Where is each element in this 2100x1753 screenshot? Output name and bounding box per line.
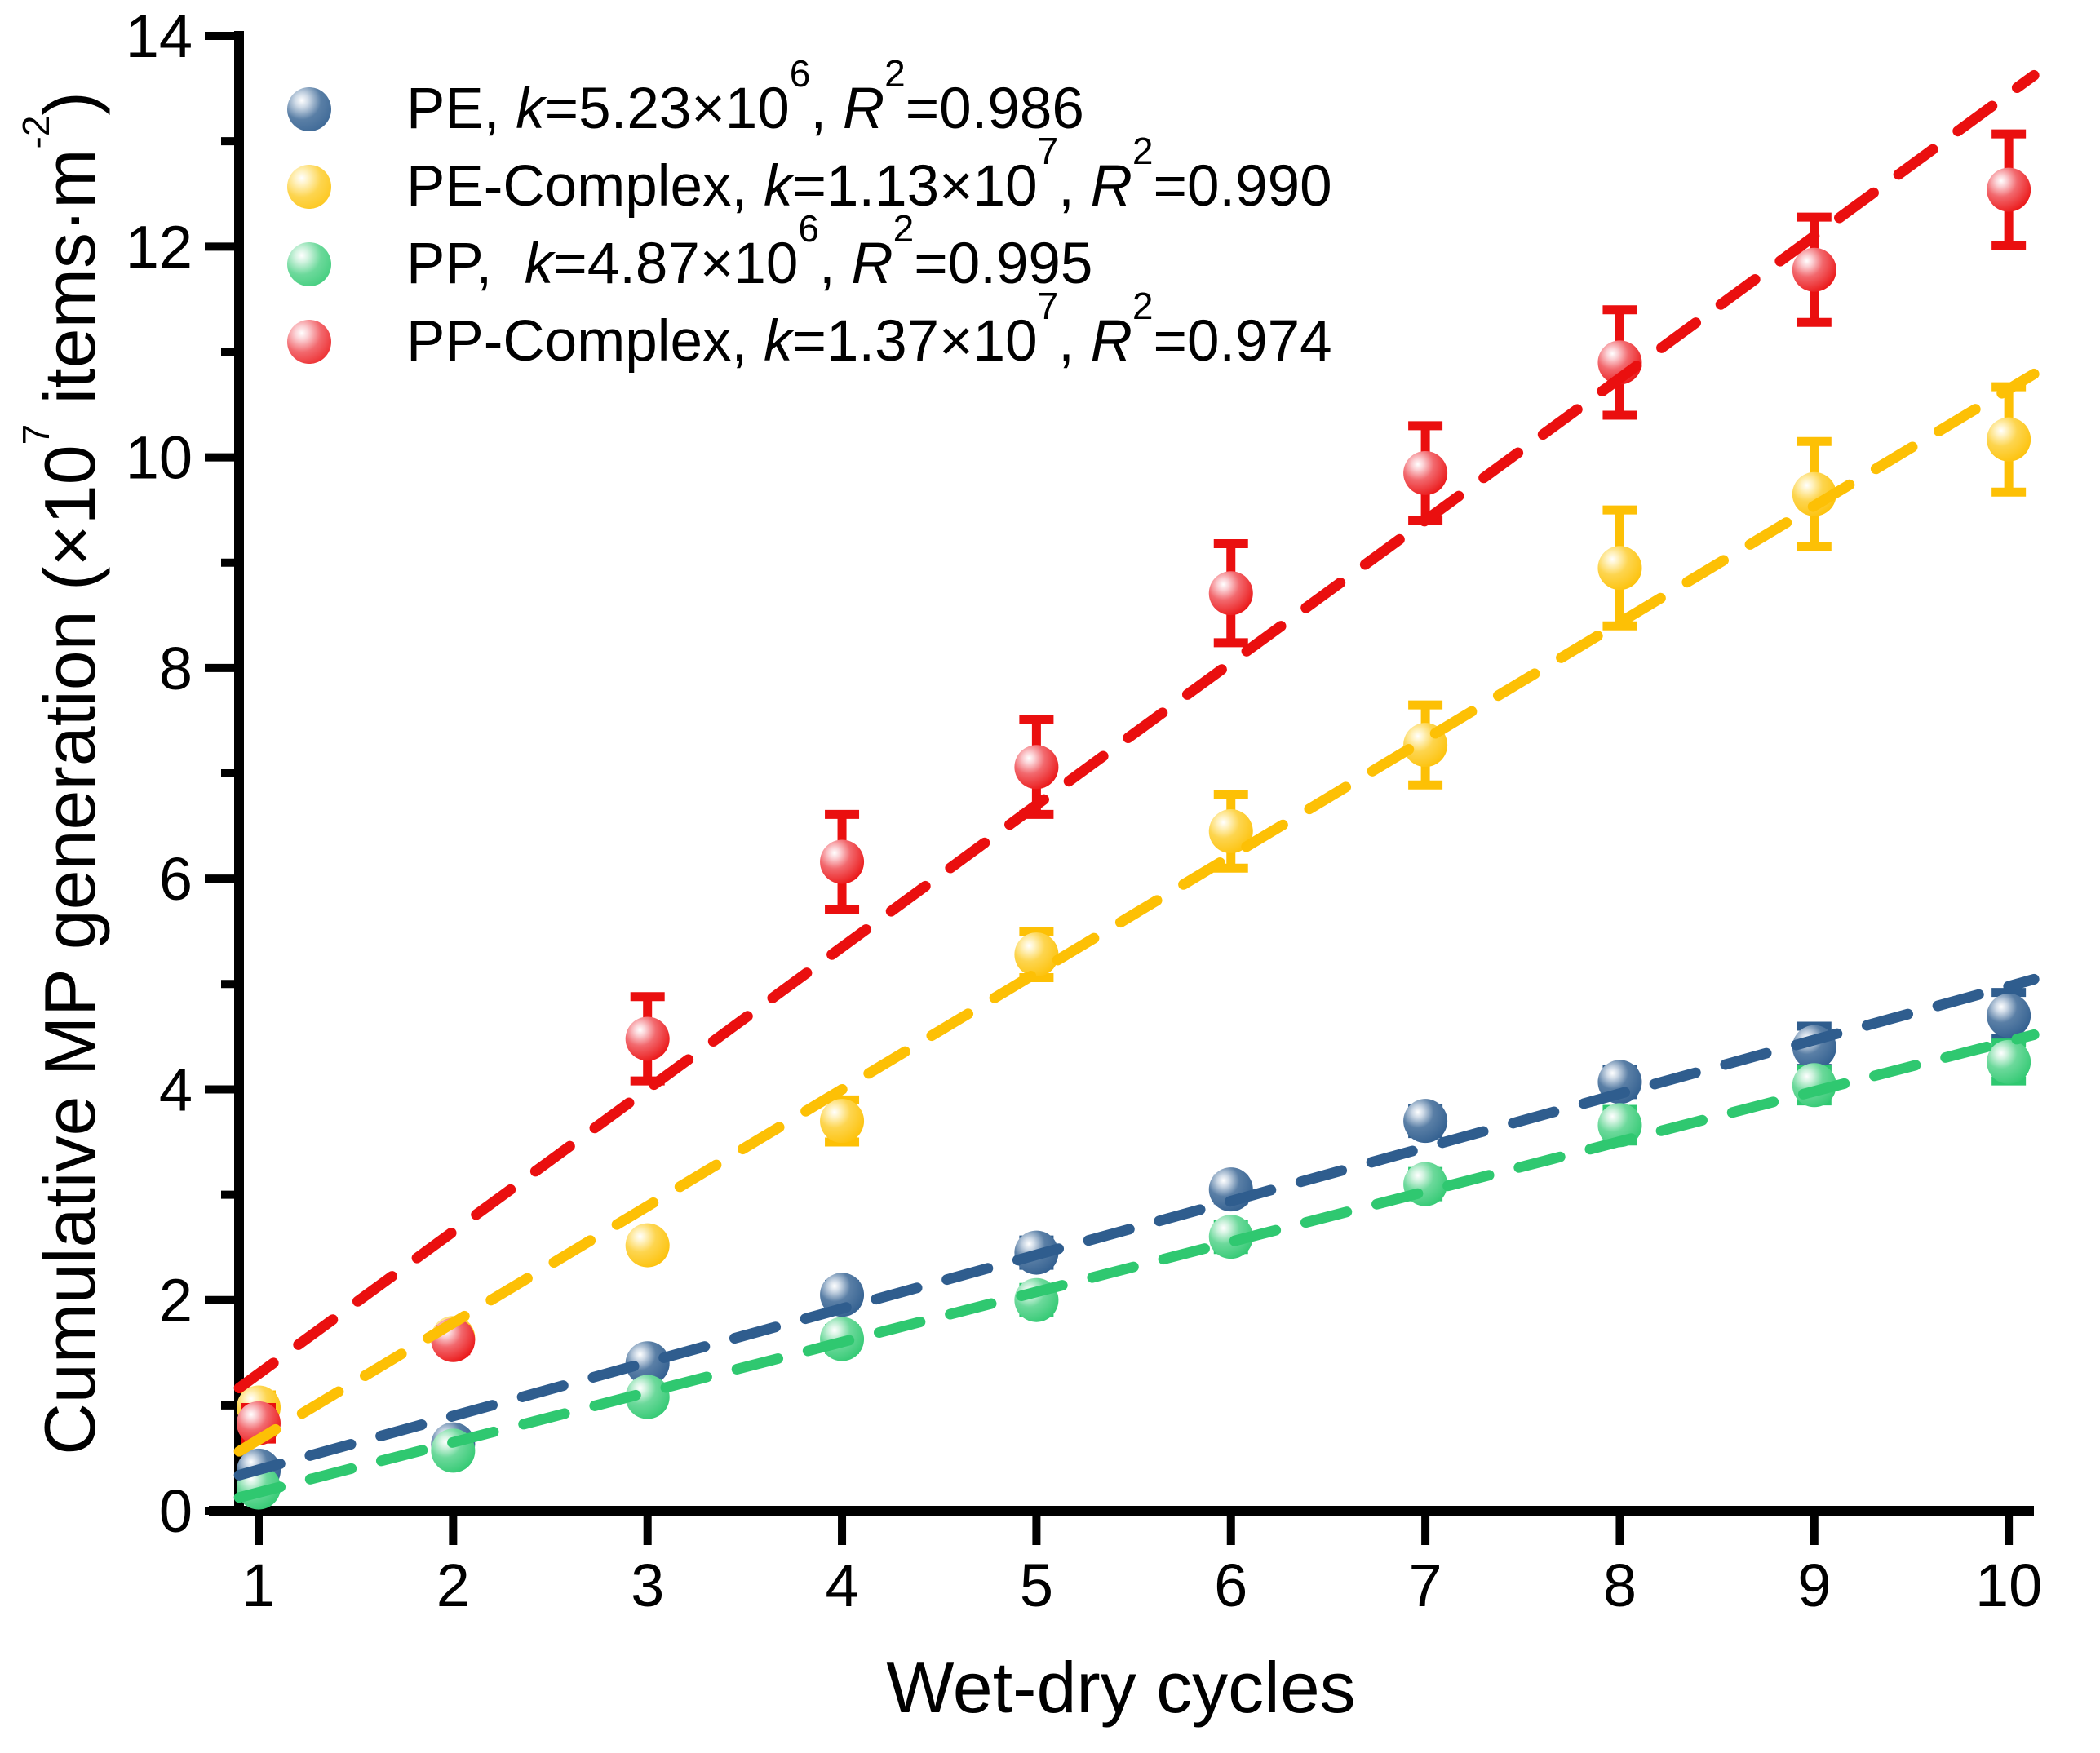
marker-PP-Complex-x4 [820,839,865,884]
trend-line-PP-Complex [233,69,2040,1394]
marker-PP-Complex-x10 [1987,167,2031,212]
x-tick-label: 10 [1975,1552,2042,1619]
legend-item-PP: PP, k=4.87×106, R2=0.995 [287,207,1332,303]
y-tick-label: 10 [126,424,193,492]
x-tick-label: 1 [241,1552,275,1619]
marker-PE-Complex-x3 [625,1223,670,1268]
y-tick-label: 6 [159,845,193,913]
legend-marker-PP-Complex-icon [287,319,331,364]
y-tick-label: 14 [126,2,193,70]
marker-PP-Complex-x5 [1014,745,1059,790]
legend-label-PP: PP, k=4.87×106, R2=0.995 [406,207,1093,296]
x-tick-label: 4 [825,1552,858,1619]
y-tick-label: 4 [159,1056,193,1123]
legend-marker-PP-icon [287,241,331,286]
marker-PP-x3 [625,1375,670,1419]
legend-label-PE: PE, k=5.23×106, R2=0.986 [406,52,1084,141]
trend-line-PP [233,1029,2040,1503]
marker-PE-Complex-x6 [1208,809,1253,854]
marker-PP-Complex-x3 [625,1016,670,1061]
marker-PP-Complex-x9 [1792,247,1836,292]
marker-PE-x3 [625,1341,670,1386]
marker-PE-Complex-x5 [1014,932,1059,977]
marker-PE-Complex-x4 [820,1099,865,1144]
y-tick-label: 12 [126,213,193,281]
legend-item-PE: PE, k=5.23×106, R2=0.986 [287,52,1332,148]
marker-PP-Complex-x6 [1208,571,1253,616]
marker-PE-Complex-x8 [1597,546,1642,591]
trend-line-PE [233,973,2040,1481]
legend-marker-PE-Complex-icon [287,164,331,209]
x-tick-label: 7 [1409,1552,1442,1619]
legend-marker-PE-icon [287,86,331,131]
x-axis-title: Wet-dry cycles [886,1647,1356,1728]
series-PE [237,988,2031,1493]
legend-label-PP-Complex: PP-Complex, k=1.37×107, R2=0.974 [406,285,1332,374]
marker-PP-x6 [1208,1215,1253,1259]
x-tick-label: 6 [1214,1552,1247,1619]
marker-PE-Complex-x10 [1987,417,2031,462]
y-tick-label: 0 [159,1477,193,1545]
y-axis-title: Cumulative MP generation (×107 items·m-2… [14,91,110,1455]
x-tick-label: 3 [631,1552,664,1619]
x-tick-label: 5 [1020,1552,1053,1619]
x-tick-label: 8 [1603,1552,1637,1619]
marker-PE-x7 [1403,1099,1448,1144]
y-tick-label: 8 [159,635,193,702]
legend-item-PP-Complex: PP-Complex, k=1.37×107, R2=0.974 [287,285,1332,380]
x-tick-label: 2 [436,1552,470,1619]
legend-item-PE-Complex: PE-Complex, k=1.13×107, R2=0.990 [287,130,1332,225]
marker-PP-x10 [1987,1039,2031,1084]
legend-label-PE-Complex: PE-Complex, k=1.13×107, R2=0.990 [406,130,1332,219]
y-tick-label: 2 [159,1267,193,1335]
trend-line-PE-Complex [233,368,2040,1457]
marker-PE-x4 [820,1273,865,1317]
x-tick-label: 9 [1797,1552,1831,1619]
marker-PP-Complex-x7 [1403,450,1448,495]
marker-PE-x10 [1987,994,2031,1038]
legend: PE, k=5.23×106, R2=0.986 PE-Complex, k=1.… [287,52,1332,380]
